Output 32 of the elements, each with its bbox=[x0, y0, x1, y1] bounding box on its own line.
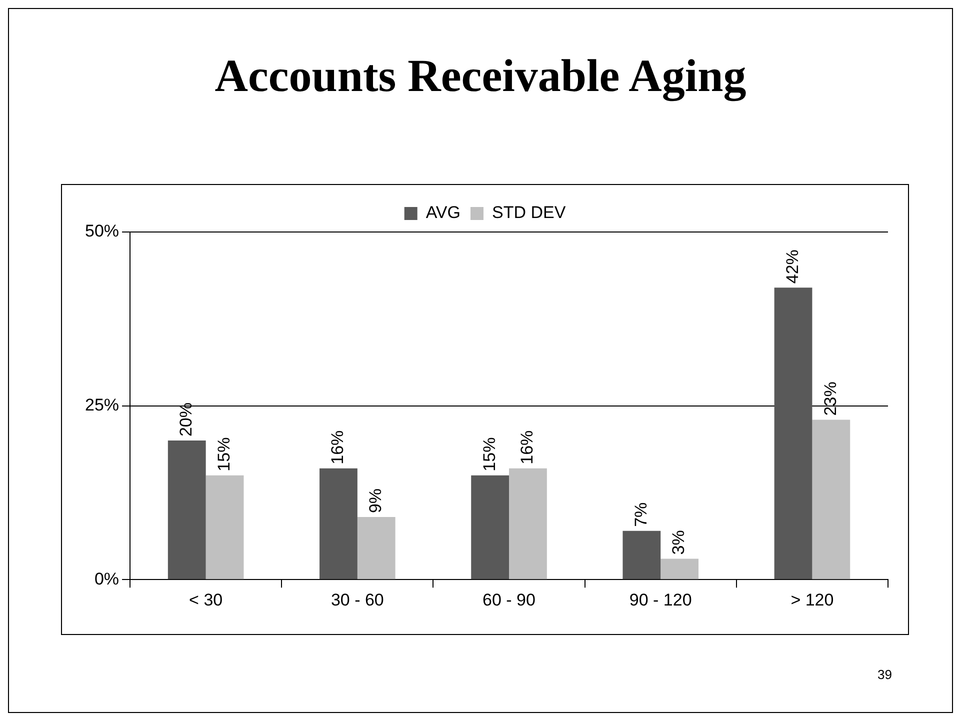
data-label: 9% bbox=[366, 488, 386, 514]
bar bbox=[774, 288, 812, 580]
bar bbox=[320, 468, 358, 580]
legend-label: AVG bbox=[426, 203, 460, 222]
x-tick-label: 90 - 120 bbox=[629, 590, 692, 610]
bar bbox=[622, 530, 661, 580]
data-label: 42% bbox=[782, 250, 802, 284]
text: 39 bbox=[878, 667, 892, 682]
bar bbox=[206, 475, 244, 580]
x-tick-label: 30 - 60 bbox=[330, 590, 384, 610]
x-tick-label: < 30 bbox=[189, 590, 223, 610]
bar bbox=[168, 440, 206, 580]
data-label: 15% bbox=[480, 437, 499, 472]
bar bbox=[357, 517, 396, 580]
data-label: 23% bbox=[820, 382, 840, 416]
data-label: 7% bbox=[631, 502, 650, 527]
bar bbox=[509, 468, 547, 580]
bar bbox=[660, 558, 699, 580]
legend-label: STD DEV bbox=[492, 203, 566, 222]
y-tick-label: 0% bbox=[94, 569, 120, 588]
bar bbox=[471, 475, 510, 580]
bar bbox=[812, 420, 850, 580]
x-tick-label: > 120 bbox=[790, 590, 834, 610]
data-label: 15% bbox=[214, 437, 234, 472]
y-tick-label: 50% bbox=[84, 222, 120, 241]
data-label: 16% bbox=[328, 430, 348, 464]
x-tick-label: 60 - 90 bbox=[482, 590, 536, 610]
data-label: 3% bbox=[669, 530, 688, 555]
data-label: 16% bbox=[518, 430, 537, 464]
data-label: 20% bbox=[176, 402, 196, 437]
chart-title: Accounts Receivable Aging bbox=[214, 49, 748, 102]
y-tick-label: 25% bbox=[84, 395, 120, 414]
